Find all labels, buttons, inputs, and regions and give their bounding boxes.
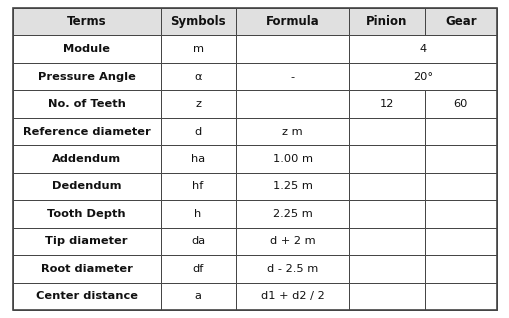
Bar	[160, 173, 235, 200]
Text: Tip diameter: Tip diameter	[45, 236, 128, 246]
Bar	[160, 35, 235, 63]
Bar	[160, 200, 235, 228]
Bar	[235, 173, 349, 200]
Text: z m: z m	[281, 127, 302, 136]
Text: d + 2 m: d + 2 m	[269, 236, 315, 246]
Bar	[349, 118, 423, 145]
Text: 60: 60	[453, 99, 467, 109]
Bar	[235, 283, 349, 310]
Text: No. of Teeth: No. of Teeth	[48, 99, 125, 109]
Bar	[160, 145, 235, 173]
Text: Symbols: Symbols	[170, 15, 225, 28]
Bar	[349, 173, 423, 200]
Bar	[424, 255, 496, 283]
Text: da: da	[191, 236, 205, 246]
Bar	[13, 200, 160, 228]
Bar	[13, 173, 160, 200]
Text: Root diameter: Root diameter	[41, 264, 132, 274]
Text: 2.25 m: 2.25 m	[272, 209, 312, 219]
Bar	[424, 8, 496, 35]
Bar	[349, 8, 423, 35]
Bar	[424, 283, 496, 310]
Bar	[349, 63, 496, 90]
Text: -: -	[290, 72, 294, 82]
Text: hf: hf	[192, 182, 204, 191]
Text: Reference diameter: Reference diameter	[23, 127, 150, 136]
Bar	[13, 35, 160, 63]
Bar	[13, 283, 160, 310]
Bar	[349, 200, 423, 228]
Text: Tooth Depth: Tooth Depth	[47, 209, 126, 219]
Bar	[424, 173, 496, 200]
Bar	[235, 118, 349, 145]
Text: Addendum: Addendum	[52, 154, 121, 164]
Bar	[349, 228, 423, 255]
Bar	[160, 8, 235, 35]
Bar	[13, 145, 160, 173]
Bar	[235, 35, 349, 63]
Bar	[160, 63, 235, 90]
Bar	[235, 255, 349, 283]
Text: Center distance: Center distance	[36, 291, 137, 301]
Text: h: h	[194, 209, 201, 219]
Text: 12: 12	[379, 99, 393, 109]
Text: d: d	[194, 127, 201, 136]
Text: d1 + d2 / 2: d1 + d2 / 2	[260, 291, 324, 301]
Bar	[160, 90, 235, 118]
Text: Dedendum: Dedendum	[52, 182, 121, 191]
Bar	[13, 63, 160, 90]
Text: m: m	[192, 44, 203, 54]
Bar	[160, 255, 235, 283]
Text: Gear: Gear	[444, 15, 476, 28]
Text: 20°: 20°	[412, 72, 433, 82]
Bar	[235, 145, 349, 173]
Text: df: df	[192, 264, 204, 274]
Text: a: a	[194, 291, 201, 301]
Text: z: z	[194, 99, 201, 109]
Bar	[160, 228, 235, 255]
Text: Terms: Terms	[67, 15, 106, 28]
Bar	[13, 8, 160, 35]
Text: ha: ha	[191, 154, 205, 164]
Bar	[13, 228, 160, 255]
Bar	[13, 255, 160, 283]
Text: Pressure Angle: Pressure Angle	[38, 72, 135, 82]
Bar	[349, 35, 496, 63]
Bar	[349, 283, 423, 310]
Bar	[235, 90, 349, 118]
Bar	[160, 283, 235, 310]
Bar	[349, 145, 423, 173]
Bar	[13, 90, 160, 118]
Text: 4: 4	[419, 44, 426, 54]
Bar	[424, 200, 496, 228]
Bar	[424, 90, 496, 118]
Text: Pinion: Pinion	[365, 15, 407, 28]
Bar	[349, 255, 423, 283]
Bar	[424, 228, 496, 255]
Bar	[235, 200, 349, 228]
Bar	[235, 63, 349, 90]
Bar	[424, 118, 496, 145]
Text: α: α	[194, 72, 202, 82]
Bar	[424, 145, 496, 173]
Text: d - 2.5 m: d - 2.5 m	[266, 264, 318, 274]
Bar	[13, 118, 160, 145]
Text: 1.00 m: 1.00 m	[272, 154, 312, 164]
Bar	[160, 118, 235, 145]
Text: 1.25 m: 1.25 m	[272, 182, 312, 191]
Bar	[235, 8, 349, 35]
Text: Formula: Formula	[265, 15, 319, 28]
Text: Module: Module	[63, 44, 110, 54]
Bar	[235, 228, 349, 255]
Bar	[349, 90, 423, 118]
